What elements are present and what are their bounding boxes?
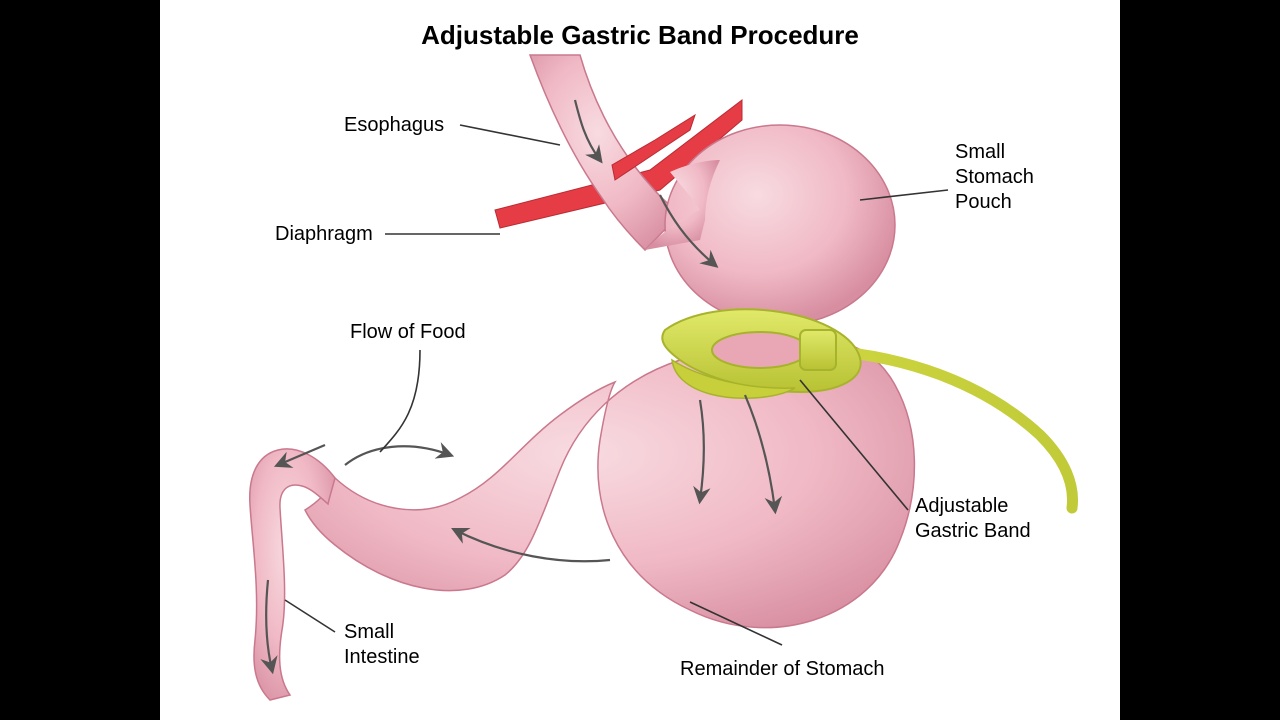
label-diaphragm: Diaphragm <box>275 222 373 247</box>
small-intestine-shape <box>250 449 335 700</box>
label-band: Adjustable Gastric Band <box>915 494 1031 544</box>
label-remainder: Remainder of Stomach <box>680 657 885 682</box>
label-small-intestine: Small Intestine <box>344 620 420 670</box>
anatomy-illustration <box>160 0 1120 720</box>
diagram-canvas: Adjustable Gastric Band Procedure <box>160 0 1120 720</box>
esophagus-shape <box>530 55 680 250</box>
label-esophagus: Esophagus <box>344 113 444 138</box>
label-pouch: Small Stomach Pouch <box>955 140 1034 215</box>
gastric-band-shape <box>662 309 860 398</box>
label-flow-of-food: Flow of Food <box>350 320 466 345</box>
